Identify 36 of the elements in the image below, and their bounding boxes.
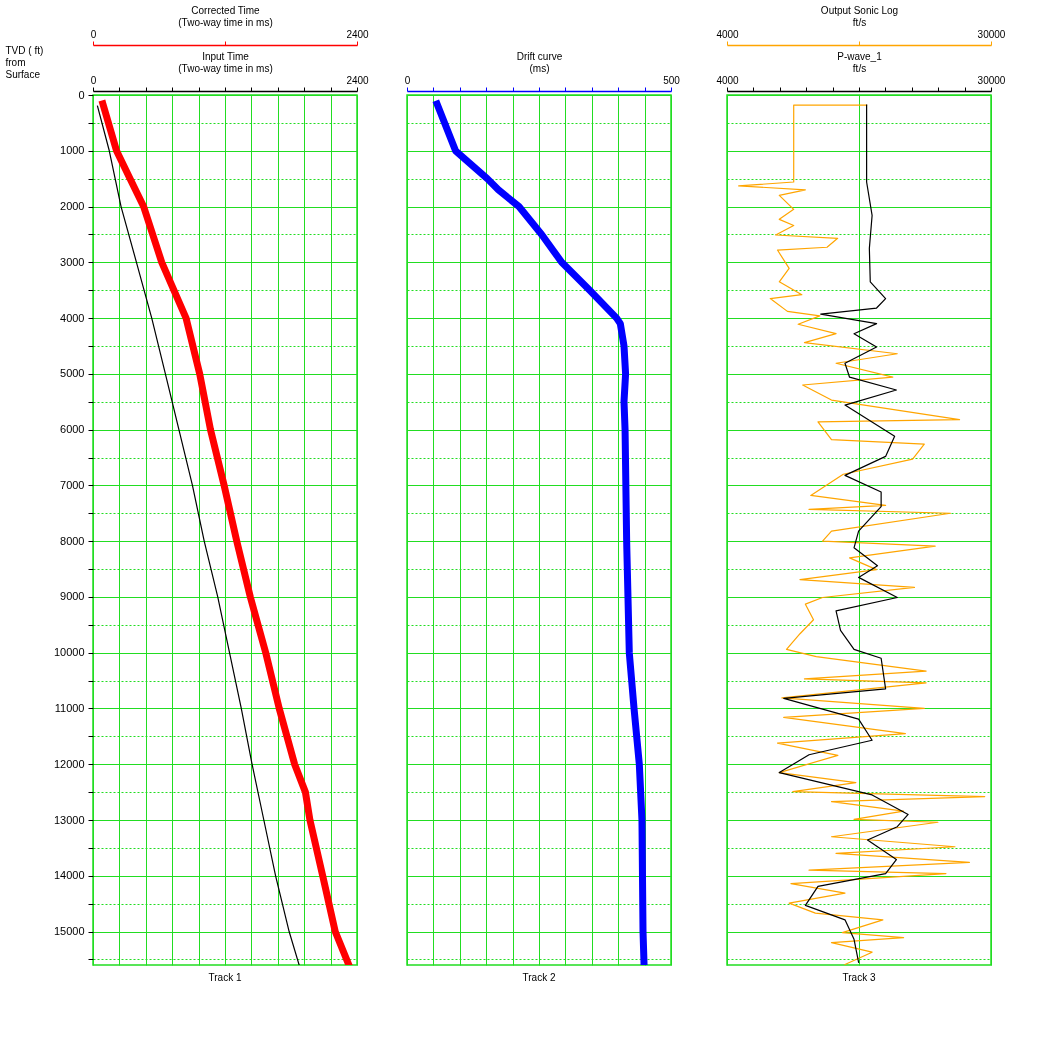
y-tick-label: 5000 — [60, 367, 85, 380]
text: Track 1 — [208, 972, 242, 983]
x-tick-label: 30000 — [977, 74, 1006, 86]
y-tick-label: 10000 — [53, 646, 85, 659]
y-tick-label: 14000 — [53, 869, 85, 882]
x-tick-label: 2400 — [346, 74, 370, 86]
x2-tick-label: 30000 — [977, 28, 1006, 40]
text: Track 2 — [522, 972, 556, 983]
y-tick-label: 4000 — [60, 311, 85, 324]
line-series — [96, 105, 300, 965]
x-axis-title: P-wave_1 ft/s — [837, 50, 883, 74]
x-axis-title: Drift curve (ms) — [516, 50, 563, 74]
y-tick-label: 11000 — [54, 701, 85, 714]
x2-tick-label: 4000 — [716, 28, 740, 40]
x-axis-title: Input Time (Two-way time in ms) — [178, 50, 273, 74]
y-tick-label: 2000 — [60, 200, 85, 213]
x2-axis-title: Corrected Time (Two-way time in ms) — [178, 4, 273, 28]
y-tick-label: 8000 — [60, 534, 85, 547]
y-tick-label: 13000 — [53, 813, 85, 826]
y-tick-label: 7000 — [60, 478, 85, 491]
y-tick-label: 1000 — [60, 144, 85, 157]
x2-tick-label: 0 — [90, 28, 97, 40]
x-tick-label: 500 — [663, 74, 681, 86]
y-tick-label: 6000 — [60, 423, 85, 436]
y-tick-label: 0 — [78, 88, 85, 101]
y-tick-label: 12000 — [53, 757, 85, 770]
x-tick-label: 4000 — [716, 74, 740, 86]
y-tick-label: 15000 — [53, 925, 85, 938]
text: Track 3 — [842, 972, 876, 983]
x2-axis-title: Output Sonic Log ft/s — [820, 4, 899, 28]
y-tick-label: 3000 — [60, 255, 85, 268]
y-axis-title: TVD ( ft) from Surface — [5, 44, 44, 80]
x-tick-label: 0 — [90, 74, 97, 86]
x2-tick-label: 2400 — [346, 28, 370, 40]
y-tick-label: 9000 — [60, 590, 85, 603]
x-tick-label: 0 — [404, 74, 411, 86]
